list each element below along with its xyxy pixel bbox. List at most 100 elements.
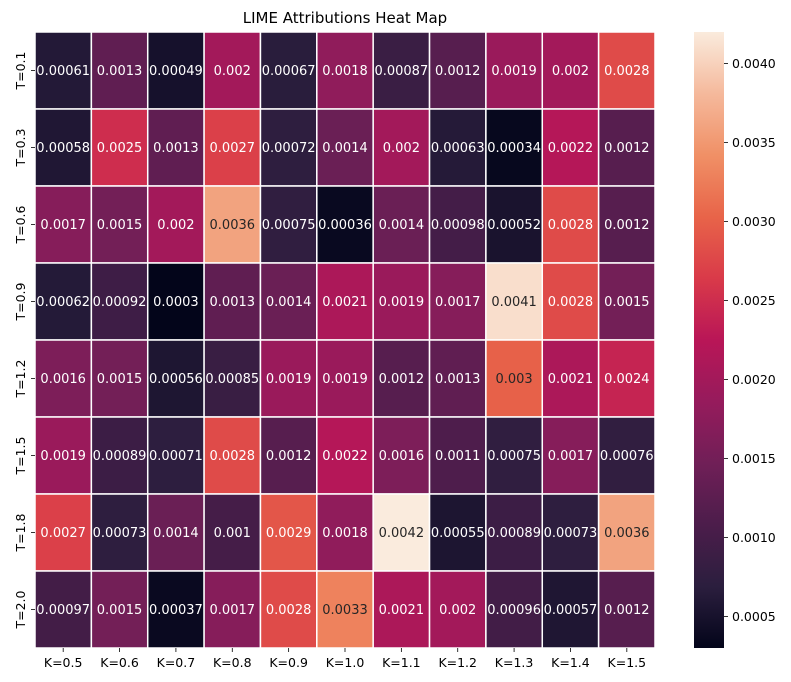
- heatmap-cell: [428, 31, 487, 110]
- y-tick-label: T=2.0: [13, 590, 28, 629]
- heatmap-cell: [259, 570, 318, 649]
- x-tick-label: K=0.8: [213, 655, 252, 670]
- x-tick-label: K=1.1: [382, 655, 421, 670]
- colorbar-gradient: [694, 32, 724, 648]
- heatmap-cell: [146, 339, 205, 418]
- x-tick-label: K=0.7: [157, 655, 196, 670]
- cell-value-label: 0.0016: [379, 449, 425, 464]
- cell-value-label: 0.0024: [604, 372, 650, 387]
- cell-value-label: 0.00071: [149, 449, 203, 464]
- cell-value-label: 0.0013: [435, 372, 481, 387]
- x-tick-label: K=0.5: [44, 655, 83, 670]
- cell-value-label: 0.0028: [210, 449, 256, 464]
- cell-value-label: 0.00067: [262, 64, 316, 79]
- cell-value-label: 0.0012: [604, 141, 650, 156]
- colorbar-tick-label: 0.0040: [732, 56, 776, 71]
- cell-value-label: 0.0022: [548, 141, 594, 156]
- heatmap-cell: [597, 493, 656, 572]
- cell-value-label: 0.0012: [379, 372, 425, 387]
- cell-value-label: 0.0027: [40, 526, 86, 541]
- cell-value-label: 0.0025: [97, 141, 143, 156]
- cell-value-label: 0.0011: [435, 449, 481, 464]
- x-tick-label: K=0.6: [100, 655, 139, 670]
- heatmap-cell: [146, 493, 205, 572]
- cell-value-label: 0.00061: [36, 64, 90, 79]
- cell-value-label: 0.0033: [322, 603, 368, 618]
- heatmap-cell: [90, 570, 149, 649]
- heatmap-cell: [316, 416, 374, 495]
- heatmap-cell: [34, 108, 93, 187]
- x-tick-label: K=0.9: [269, 655, 308, 670]
- heatmap-cell: [146, 262, 205, 341]
- x-tick-label: K=1.5: [608, 655, 647, 670]
- heatmap-cell: [541, 108, 600, 187]
- heatmap-cell: [316, 570, 374, 649]
- heatmap-cell: [485, 108, 544, 187]
- cell-value-label: 0.00089: [93, 449, 147, 464]
- x-tick-label: K=1.3: [495, 655, 534, 670]
- x-axis: K=0.5 K=0.6 K=0.7 K=0.8 K=0.9 K=1.0 K=1.1 K=1.2…: [44, 648, 646, 670]
- cell-value-label: 0.0003: [153, 295, 199, 310]
- heatmap-cell: [372, 570, 431, 649]
- cell-value-label: 0.00057: [544, 603, 598, 618]
- cell-value-label: 0.0015: [604, 295, 650, 310]
- heatmap-cell: [259, 185, 318, 264]
- cell-value-label: 0.001: [214, 526, 251, 541]
- cell-value-label: 0.0042: [379, 526, 425, 541]
- heatmap-cell: [90, 493, 149, 572]
- cell-value-label: 0.0014: [322, 141, 368, 156]
- heatmap-cell: [597, 185, 656, 264]
- cell-value-label: 0.00036: [318, 218, 372, 233]
- cell-value-label: 0.0012: [604, 218, 650, 233]
- cell-value-label: 0.00075: [262, 218, 316, 233]
- cell-value-label: 0.00034: [487, 141, 541, 156]
- cell-value-label: 0.0015: [97, 372, 143, 387]
- cell-value-label: 0.002: [552, 64, 589, 79]
- heatmap-cell: [316, 185, 374, 264]
- cell-value-label: 0.00098: [431, 218, 485, 233]
- cell-value-label: 0.0027: [210, 141, 256, 156]
- cell-value-label: 0.003: [495, 372, 532, 387]
- cell-value-label: 0.00052: [487, 218, 541, 233]
- heatmap-cell: [428, 108, 487, 187]
- heatmap-cell: [203, 493, 262, 572]
- heatmap-cell: [316, 339, 374, 418]
- cell-value-label: 0.00073: [544, 526, 598, 541]
- cell-value-label: 0.00062: [36, 295, 90, 310]
- cell-value-label: 0.00037: [149, 603, 203, 618]
- cell-value-label: 0.0013: [153, 141, 199, 156]
- colorbar-tick-label: 0.0035: [732, 135, 776, 150]
- cell-value-label: 0.0028: [548, 218, 594, 233]
- cell-value-label: 0.0021: [379, 603, 425, 618]
- heatmap-cell: [316, 493, 374, 572]
- cell-value-label: 0.0014: [379, 218, 425, 233]
- cell-value-label: 0.0036: [604, 526, 650, 541]
- heatmap-cell: [597, 339, 656, 418]
- cell-value-label: 0.002: [214, 64, 251, 79]
- heatmap-cell: [372, 108, 431, 187]
- heatmap-cell: [597, 262, 656, 341]
- cell-value-label: 0.0012: [604, 603, 650, 618]
- x-tick-label: K=1.2: [438, 655, 477, 670]
- heatmap-cell: [34, 493, 93, 572]
- heatmap-cell: [485, 416, 544, 495]
- y-tick-label: T=0.1: [13, 52, 28, 91]
- heatmap-cell: [34, 570, 93, 649]
- cell-value-label: 0.00092: [93, 295, 147, 310]
- cell-value-label: 0.0013: [210, 295, 256, 310]
- cell-value-label: 0.0019: [379, 295, 425, 310]
- heatmap-cell: [485, 493, 544, 572]
- cell-value-label: 0.0015: [97, 603, 143, 618]
- cell-value-label: 0.0019: [322, 372, 368, 387]
- heatmap-cell: [203, 416, 262, 495]
- cell-value-label: 0.00049: [149, 64, 203, 79]
- cell-value-label: 0.00075: [487, 449, 541, 464]
- cell-value-label: 0.0015: [97, 218, 143, 233]
- cell-value-label: 0.0018: [322, 526, 368, 541]
- heatmap-cell: [597, 108, 656, 187]
- heatmap-cell: [485, 262, 544, 341]
- heatmap-cell: [372, 339, 431, 418]
- cell-value-label: 0.0021: [322, 295, 368, 310]
- cell-value-label: 0.0013: [97, 64, 143, 79]
- cell-value-label: 0.0041: [491, 295, 537, 310]
